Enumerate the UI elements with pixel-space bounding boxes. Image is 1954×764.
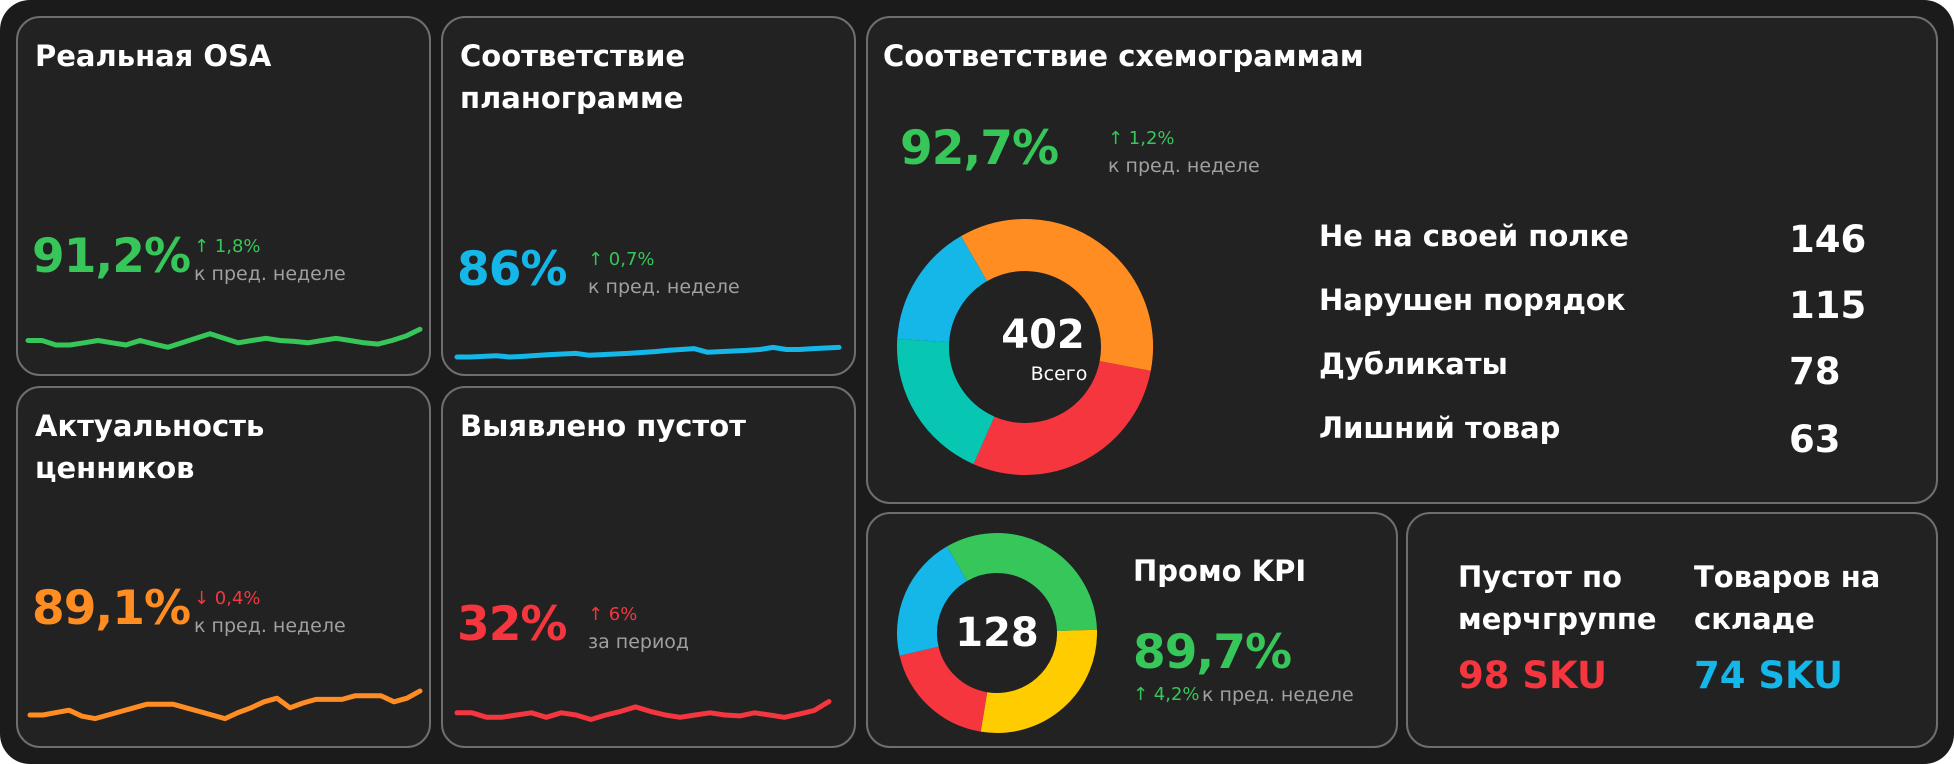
kpi-value: 89,1% [32,581,191,636]
sparkline-path [27,688,423,722]
kpi-value: 92,7% [900,121,1059,176]
title-line-1: Товаров на [1694,560,1881,594]
stock-title: Товаров на складе [1694,556,1880,640]
card-sku-summary[interactable]: Пустот по мерчгруппе 98 SKU Товаров на с… [1406,512,1938,748]
donut-total-label: Всего [1030,363,1088,385]
card-title: Соответствие планограмме [460,35,685,119]
kpi-delta: ↓ 0,4% [194,588,261,609]
issue-label-wrong-shelf: Не на своей полке [1319,219,1629,253]
kpi-delta: ↑ 0,7% [588,249,655,270]
kpi-value: 86% [457,242,567,297]
issue-count-extra-product: 63 [1789,418,1841,461]
card-real-osa[interactable]: Реальная OSA 91,2% ↑ 1,8% к пред. неделе [16,16,431,376]
card-title: Актуальность ценников [35,405,264,489]
issue-count-wrong-order: 115 [1789,284,1867,327]
kpi-value: 89,7% [1133,625,1292,680]
card-title: Реальная OSA [35,39,272,73]
kpi-value: 91,2% [32,229,191,284]
kpi-value: 32% [457,597,567,652]
title-line-1: Пустот по [1458,560,1622,594]
kpi-delta-note: к пред. неделе [588,276,740,298]
issue-label-duplicates: Дубликаты [1319,347,1508,381]
stock-value: 74 SKU [1694,654,1844,697]
donut-segment-blue [897,546,968,656]
empty-by-group-title: Пустот по мерчгруппе [1458,556,1657,640]
kpi-delta: ↑ 6% [588,604,638,625]
title-line-2: мерчгруппе [1458,602,1657,636]
kpi-delta-note: к пред. неделе [1108,155,1260,177]
card-promo-kpi[interactable]: 128 Промо KPI 89,7% ↑ 4,2% к пред. недел… [866,512,1398,748]
card-title-line-2: ценников [35,451,195,485]
donut-segment-orange [961,219,1153,371]
issues-donut-chart [897,219,1153,475]
sparkline-path [454,699,832,722]
trend-sparkline [454,344,842,360]
kpi-delta: ↑ 4,2% [1133,684,1200,705]
card-title: Соответствие схемограммам [883,39,1364,73]
card-title-line-1: Актуальность [35,409,265,443]
kpi-delta-note: к пред. неделе [194,615,346,637]
trend-sparkline [454,699,832,722]
empty-by-group-value: 98 SKU [1458,654,1608,697]
donut-segment-blue [897,236,988,344]
card-planogram-compliance[interactable]: Соответствие планограмме 86% ↑ 0,7% к пр… [441,16,856,376]
card-price-tag-accuracy[interactable]: Актуальность ценников 89,1% ↓ 0,4% к пре… [16,386,431,748]
card-title-line-2: планограмме [460,81,684,115]
kpi-delta: ↑ 1,2% [1108,128,1175,149]
issue-count-wrong-shelf: 146 [1789,218,1867,261]
issue-count-duplicates: 78 [1789,350,1841,393]
issue-label-extra-product: Лишний товар [1319,411,1561,445]
trend-sparkline [27,688,423,722]
donut-segment-green [947,533,1097,632]
card-schemogram-compliance[interactable]: Соответствие схемограммам 92,7% ↑ 1,2% к… [866,16,1938,504]
donut-total-value: 402 [1001,312,1085,358]
title-line-2: складе [1694,602,1815,636]
issue-label-wrong-order: Нарушен порядок [1319,283,1626,317]
card-empty-slots[interactable]: Выявлено пустот 32% ↑ 6% за период [441,386,856,748]
donut-segment-teal [897,339,996,465]
sparkline-path [454,344,842,360]
promo-donut-chart [897,533,1097,733]
donut-segment-red [899,645,989,732]
card-title-line-1: Соответствие [460,39,686,73]
card-title: Промо KPI [1133,554,1307,588]
donut-segment-red [973,360,1151,475]
donut-segment-yellow [980,629,1097,733]
card-title: Выявлено пустот [460,409,746,443]
kpi-delta: ↑ 1,8% [194,236,261,257]
kpi-delta-note: за период [588,631,690,653]
kpi-delta-note: к пред. неделе [194,263,346,285]
trend-sparkline [25,326,423,350]
kpi-delta-note: к пред. неделе [1202,684,1354,706]
sparkline-path [25,326,423,350]
donut-center-value: 128 [955,610,1039,656]
